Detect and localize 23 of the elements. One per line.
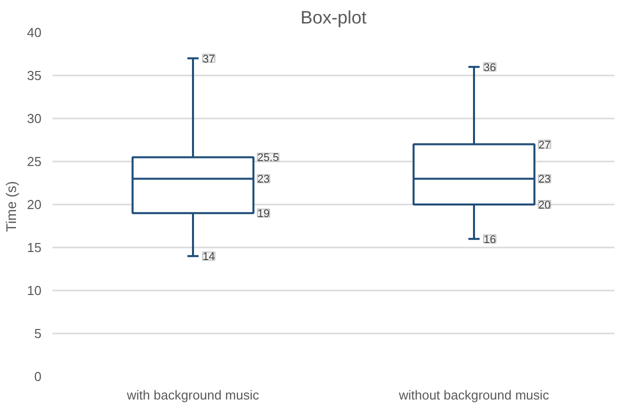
annotation: 37	[202, 53, 215, 66]
y-tick-label: 15	[27, 240, 42, 255]
annotation: 23	[538, 174, 551, 186]
y-axis-title: Time (s)	[3, 181, 20, 232]
y-tick-label: 10	[27, 283, 42, 298]
x-tick-label: with background music	[126, 388, 260, 402]
annotation: 20	[538, 200, 551, 212]
y-tick-label: 25	[27, 154, 42, 169]
y-tick-label: 20	[27, 197, 42, 212]
y-tick-label: 35	[27, 68, 42, 83]
y-tick-label: 0	[34, 369, 42, 384]
chart-title: Box-plot	[300, 8, 367, 28]
x-tick-label: without background music	[398, 388, 550, 402]
y-tick-label: 40	[27, 25, 42, 40]
annotation: 25.5	[257, 152, 279, 164]
annotation: 36	[484, 62, 496, 74]
annotation: 14	[202, 251, 215, 264]
y-tick-label: 5	[34, 326, 42, 341]
y-tick-label: 30	[27, 111, 42, 126]
annotation: 19	[257, 208, 270, 220]
annotation: 27	[538, 139, 551, 152]
annotation: 16	[484, 234, 496, 246]
annotation: 23	[257, 174, 270, 186]
